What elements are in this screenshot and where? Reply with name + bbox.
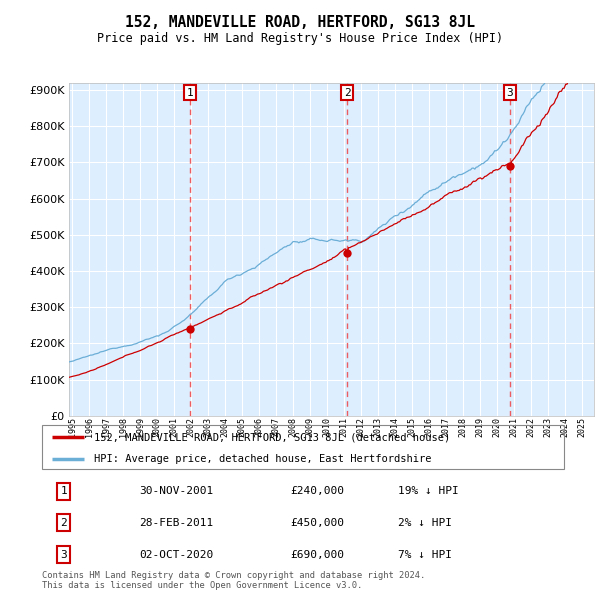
Text: 1: 1 [187,87,193,97]
Text: Contains HM Land Registry data © Crown copyright and database right 2024.
This d: Contains HM Land Registry data © Crown c… [42,571,425,590]
Text: 3: 3 [60,549,67,559]
Text: £240,000: £240,000 [290,486,344,496]
Text: HPI: Average price, detached house, East Hertfordshire: HPI: Average price, detached house, East… [94,454,432,464]
Text: 02-OCT-2020: 02-OCT-2020 [139,549,214,559]
Text: 2% ↓ HPI: 2% ↓ HPI [398,517,452,527]
Text: 2: 2 [344,87,350,97]
Text: 1: 1 [60,486,67,496]
Text: 152, MANDEVILLE ROAD, HERTFORD, SG13 8JL: 152, MANDEVILLE ROAD, HERTFORD, SG13 8JL [125,15,475,30]
Text: Price paid vs. HM Land Registry's House Price Index (HPI): Price paid vs. HM Land Registry's House … [97,32,503,45]
Text: 3: 3 [506,87,513,97]
Text: 2: 2 [60,517,67,527]
Text: 152, MANDEVILLE ROAD, HERTFORD, SG13 8JL (detached house): 152, MANDEVILLE ROAD, HERTFORD, SG13 8JL… [94,432,451,442]
Text: 7% ↓ HPI: 7% ↓ HPI [398,549,452,559]
Text: 19% ↓ HPI: 19% ↓ HPI [398,486,459,496]
Text: £690,000: £690,000 [290,549,344,559]
Text: 30-NOV-2001: 30-NOV-2001 [139,486,214,496]
Text: £450,000: £450,000 [290,517,344,527]
Text: 28-FEB-2011: 28-FEB-2011 [139,517,214,527]
